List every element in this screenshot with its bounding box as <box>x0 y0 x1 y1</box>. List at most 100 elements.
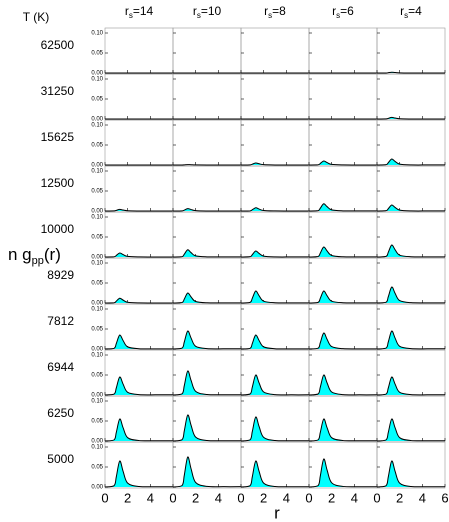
y-tick-label: 0.10 <box>91 261 103 267</box>
curve <box>240 416 310 442</box>
curve <box>308 203 378 212</box>
x-tick-label: 2 <box>396 490 403 505</box>
row-label: 62500 <box>41 38 75 52</box>
panel-frame <box>104 211 174 259</box>
panel-frame <box>240 211 310 259</box>
panel-frame <box>376 165 446 213</box>
y-tick-label: 0.05 <box>91 465 103 471</box>
x-tick-label: 0 <box>169 490 176 505</box>
curve <box>376 244 446 258</box>
curve <box>240 374 310 396</box>
curve <box>172 208 241 212</box>
column-value: =14 <box>133 4 154 18</box>
column-subscript: s <box>268 11 272 20</box>
curve <box>376 158 446 166</box>
x-tick-label: 4 <box>419 490 426 505</box>
curve <box>376 418 446 442</box>
panel-frame <box>240 27 310 75</box>
curve <box>240 460 310 488</box>
panel-frame <box>104 119 174 167</box>
x-tick-label: 4 <box>351 490 358 505</box>
curve <box>240 207 310 212</box>
y-tick-label: 0.10 <box>91 445 103 451</box>
panel-frame <box>308 303 378 351</box>
panel-frame <box>240 73 310 121</box>
panel-frame <box>104 27 174 75</box>
curve <box>104 252 174 258</box>
curve <box>172 330 242 350</box>
x-tick-label: 0 <box>373 490 380 505</box>
panel-frame <box>308 165 378 213</box>
x-tick-label: 0 <box>101 490 108 505</box>
curve <box>376 116 445 120</box>
panel-frame <box>240 349 310 397</box>
y-tick-label: 0.05 <box>91 97 103 103</box>
panel-frame <box>240 257 310 305</box>
panel-frame <box>104 165 174 213</box>
y-tick-label: 0.05 <box>91 143 103 149</box>
panel-frame <box>240 303 310 351</box>
panel-frame <box>308 73 378 121</box>
y-tick-label: 0.05 <box>91 373 103 379</box>
curve <box>172 456 242 488</box>
row-label: 6944 <box>47 360 74 374</box>
panel-frame <box>376 257 446 305</box>
row-label: 12500 <box>41 176 75 190</box>
row-label: 8929 <box>47 268 74 282</box>
column-symbol: r <box>264 4 268 18</box>
panel-frame <box>104 395 174 443</box>
x-tick-label: 2 <box>328 490 335 505</box>
panel-frame <box>376 303 446 351</box>
column-symbol: r <box>193 4 197 18</box>
row-label: 5000 <box>47 452 74 466</box>
x-axis-label: r <box>274 503 280 522</box>
y-tick-label: 0.05 <box>91 327 103 333</box>
curve <box>240 290 310 304</box>
panel-frame <box>376 27 446 75</box>
curve <box>308 418 378 442</box>
column-header: rs=8 <box>264 4 286 20</box>
row-header: T (K) <box>23 10 49 24</box>
curve <box>308 160 378 166</box>
panel-frame <box>376 211 446 259</box>
row-label: 10000 <box>41 222 75 236</box>
row-label: 7812 <box>47 314 74 328</box>
panel-frame <box>172 119 242 167</box>
x-tick-label: 4 <box>147 490 154 505</box>
curve <box>308 458 378 488</box>
curve <box>104 297 174 304</box>
curve <box>376 286 446 304</box>
column-subscript: s <box>129 11 133 20</box>
curve <box>172 292 242 304</box>
x-tick-label: 2 <box>124 490 131 505</box>
x-tick-label: 0 <box>305 490 312 505</box>
curve <box>240 334 310 350</box>
panel-frame <box>104 73 174 121</box>
column-subscript: s <box>404 11 408 20</box>
panel-frame <box>376 441 446 489</box>
panel-frame <box>240 395 310 443</box>
panel-frame <box>172 211 242 259</box>
curve <box>172 370 242 396</box>
y-tick-label: 0.00 <box>91 209 103 215</box>
x-tick-label: 2 <box>260 490 267 505</box>
curve <box>104 376 174 396</box>
y-tick-label: 0.10 <box>91 353 103 359</box>
curve <box>308 332 378 350</box>
panel-frame <box>308 119 378 167</box>
curve <box>376 460 446 488</box>
panel-frame <box>240 119 310 167</box>
panel-frame <box>376 349 446 397</box>
column-subscript: s <box>197 11 201 20</box>
x-tick-label: 4 <box>283 490 290 505</box>
curve <box>376 71 445 74</box>
column-header: rs=6 <box>332 4 354 20</box>
x-tick-label: 0 <box>237 490 244 505</box>
panel-frame <box>376 73 446 121</box>
y-tick-label: 0.10 <box>91 31 103 37</box>
panel-frame <box>172 165 242 213</box>
panel-frame <box>376 119 446 167</box>
y-tick-label: 0.10 <box>91 307 103 313</box>
ylabel-sub: pp <box>32 255 44 267</box>
